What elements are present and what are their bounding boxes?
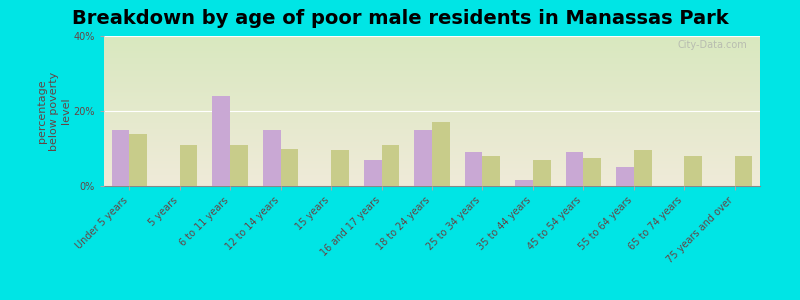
Text: City-Data.com: City-Data.com bbox=[677, 40, 747, 50]
Bar bbox=[684, 156, 702, 186]
Bar bbox=[281, 148, 298, 186]
Bar bbox=[566, 152, 583, 186]
Bar bbox=[734, 156, 753, 186]
Bar bbox=[616, 167, 634, 186]
Text: Breakdown by age of poor male residents in Manassas Park: Breakdown by age of poor male residents … bbox=[72, 9, 728, 28]
Bar bbox=[515, 180, 533, 186]
Bar bbox=[414, 130, 432, 186]
Legend: Manassas Park, Virginia: Manassas Park, Virginia bbox=[323, 297, 541, 300]
Y-axis label: percentage
below poverty
level: percentage below poverty level bbox=[38, 71, 70, 151]
Bar bbox=[583, 158, 601, 186]
Bar bbox=[213, 96, 230, 186]
Bar bbox=[130, 134, 147, 186]
Bar bbox=[263, 130, 281, 186]
Bar bbox=[465, 152, 482, 186]
Bar bbox=[180, 145, 198, 186]
Bar bbox=[482, 156, 500, 186]
Bar bbox=[230, 145, 248, 186]
Bar bbox=[533, 160, 550, 186]
Bar bbox=[364, 160, 382, 186]
Bar bbox=[432, 122, 450, 186]
Bar bbox=[382, 145, 399, 186]
Bar bbox=[634, 150, 651, 186]
Bar bbox=[111, 130, 130, 186]
Bar bbox=[331, 150, 349, 186]
